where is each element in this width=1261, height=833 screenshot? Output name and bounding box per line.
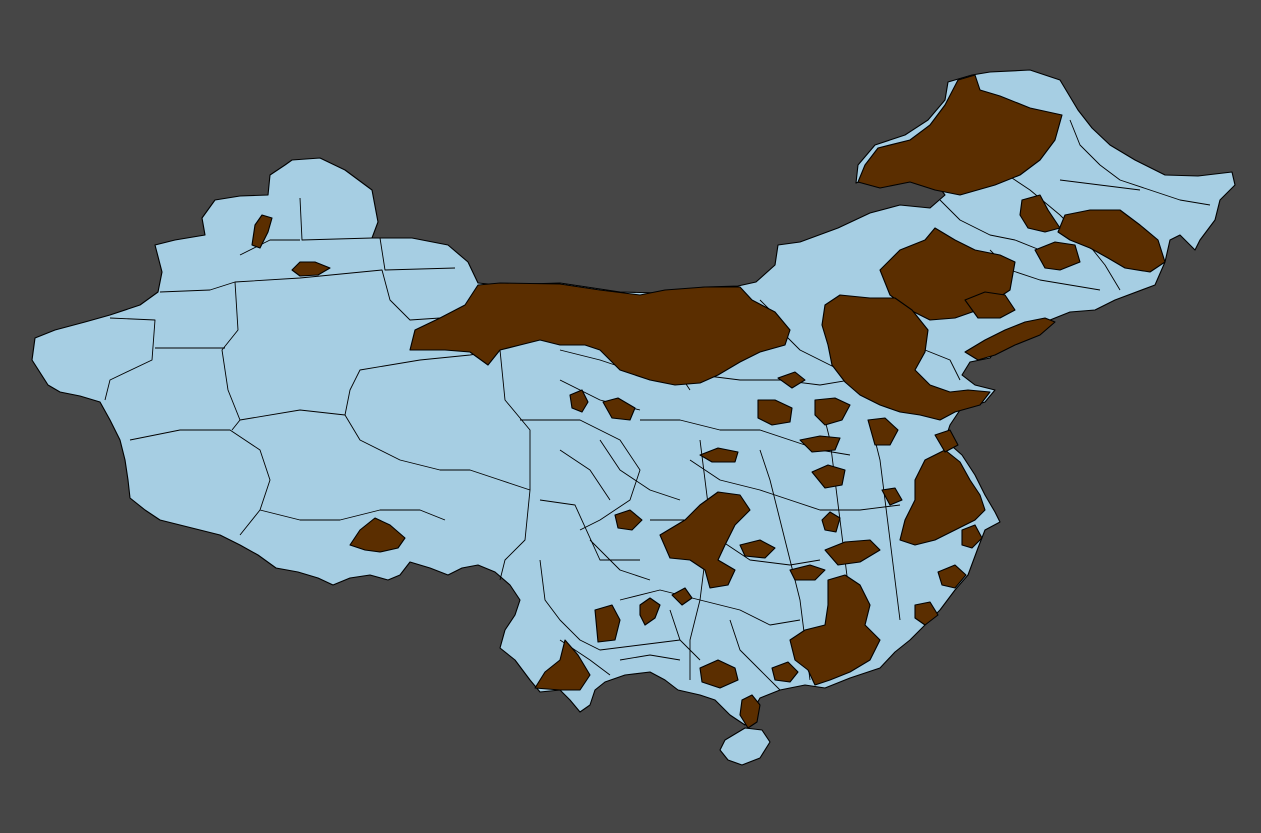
region-anhui — [811, 464, 846, 489]
region-hubei-east — [821, 511, 841, 533]
region-xinjiang-karamay — [251, 214, 273, 249]
region-shandong-west — [867, 417, 899, 446]
region-yangtze-delta — [899, 449, 986, 546]
region-zhejiang-north — [961, 524, 983, 549]
region-guizhou — [639, 597, 661, 626]
region-fujian-coast — [914, 601, 939, 626]
region-inner-mongolia-west — [409, 282, 791, 386]
region-zhejiang-south — [937, 564, 967, 589]
region-leizhou — [739, 694, 761, 729]
region-henan-2 — [799, 435, 841, 453]
region-heilongjiang-east — [1057, 209, 1166, 273]
region-jiangsu — [934, 429, 959, 453]
region-hunan-2 — [789, 564, 826, 581]
region-tibet-lhasa — [349, 517, 406, 553]
region-xinjiang-urumqi — [291, 261, 331, 277]
region-fujian-guangdong — [789, 574, 881, 686]
region-gansu-small-2 — [602, 397, 636, 421]
highlighted-regions — [251, 74, 1166, 729]
region-hubei-west — [659, 491, 751, 589]
region-jilin — [1034, 241, 1081, 271]
region-guangdong-west — [771, 661, 799, 683]
region-yunnan-south — [534, 639, 591, 691]
region-gansu-small-1 — [569, 389, 589, 413]
region-hebei-north — [777, 371, 806, 389]
region-henan — [814, 397, 851, 426]
region-guizhou-2 — [671, 587, 693, 606]
region-chongqing — [699, 447, 739, 463]
region-shanxi — [757, 399, 793, 426]
hainan-island — [719, 727, 771, 766]
region-liaoning-west — [964, 291, 1016, 319]
region-hunan — [739, 539, 776, 559]
region-liaoning-coast — [964, 317, 1056, 361]
region-north-china-plain — [821, 294, 991, 421]
region-yunnan-central — [594, 604, 621, 643]
region-anhui-2 — [881, 487, 903, 506]
region-hulunbuir — [857, 74, 1063, 196]
region-guangxi — [699, 659, 739, 689]
region-sichuan — [614, 509, 643, 531]
region-heilongjiang-central — [1019, 194, 1061, 233]
region-jiangxi — [824, 539, 881, 566]
